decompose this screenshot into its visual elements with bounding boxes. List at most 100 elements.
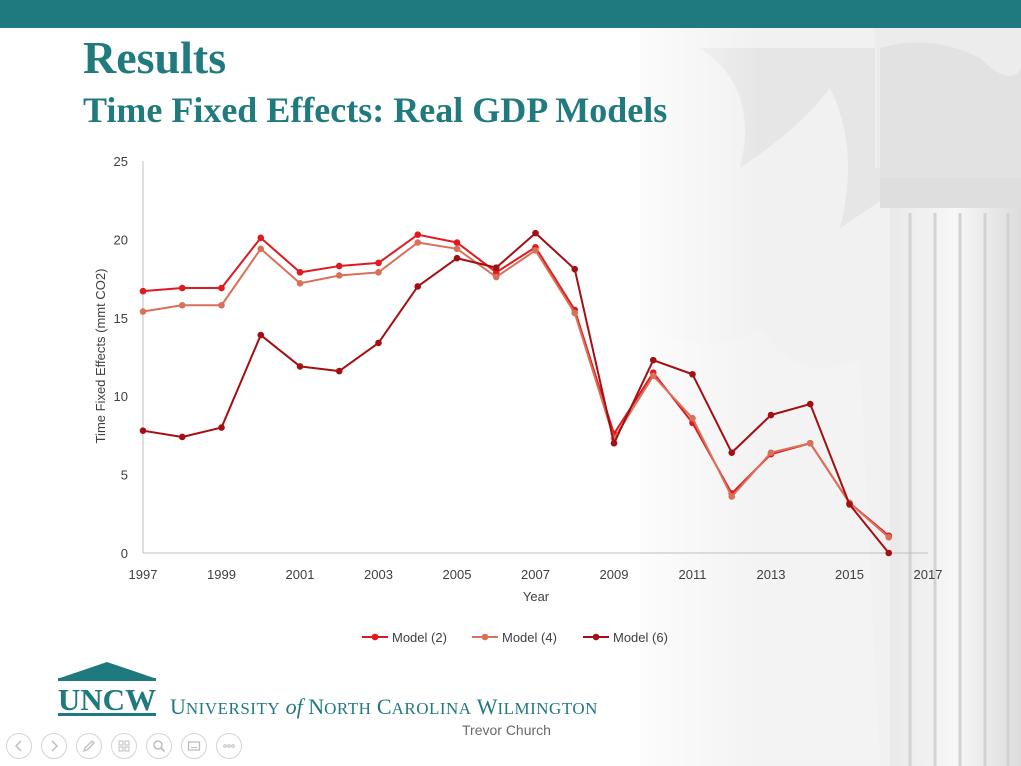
data-point bbox=[885, 549, 893, 557]
data-point bbox=[414, 231, 422, 238]
data-point bbox=[689, 414, 696, 422]
legend-item: Model (4) bbox=[472, 630, 557, 645]
x-tick-label: 2001 bbox=[286, 567, 315, 582]
data-point bbox=[806, 439, 814, 447]
more-options-button[interactable] bbox=[216, 733, 242, 759]
y-tick-label: 0 bbox=[121, 546, 128, 561]
data-point bbox=[296, 363, 304, 370]
slide-subtitle: Time Fixed Effects: Real GDP Models bbox=[83, 90, 668, 130]
uncw-logo: UNCW bbox=[58, 662, 156, 717]
data-point bbox=[257, 331, 265, 339]
ellipsis-icon bbox=[223, 744, 235, 748]
chart-legend: Model (2) Model (4) Model (6) bbox=[362, 630, 668, 645]
presentation-toolbar bbox=[6, 733, 242, 761]
data-point bbox=[571, 309, 579, 317]
chevron-right-icon bbox=[51, 740, 59, 752]
legend-swatch-marker bbox=[481, 633, 489, 641]
presenter-name: Trevor Church bbox=[462, 722, 551, 738]
magnifier-icon bbox=[153, 740, 166, 753]
data-point bbox=[649, 356, 657, 364]
top-accent-bar bbox=[0, 0, 1021, 28]
data-point bbox=[178, 433, 186, 441]
data-point bbox=[492, 269, 500, 276]
y-axis: 0 5 10 15 20 25 bbox=[114, 154, 144, 561]
y-tick-label: 5 bbox=[121, 468, 128, 483]
data-point bbox=[335, 367, 343, 375]
legend-label: Model (6) bbox=[613, 630, 668, 645]
legend-label: Model (2) bbox=[392, 630, 447, 645]
see-all-slides-button[interactable] bbox=[111, 733, 137, 759]
data-point bbox=[610, 439, 618, 447]
data-point bbox=[218, 301, 225, 309]
data-point bbox=[532, 229, 539, 237]
data-point bbox=[492, 273, 500, 281]
data-point bbox=[846, 501, 853, 508]
pediment-icon bbox=[60, 662, 154, 678]
legend-item: Model (2) bbox=[362, 630, 447, 645]
zoom-button[interactable] bbox=[146, 733, 172, 759]
pen-tool-button[interactable] bbox=[76, 733, 102, 759]
x-axis: 1997 1999 2001 2003 2005 2007 2009 2011 2013 2015… bbox=[129, 552, 943, 582]
data-point bbox=[806, 400, 814, 408]
data-point bbox=[414, 239, 422, 246]
data-point bbox=[767, 449, 775, 456]
data-point bbox=[218, 284, 225, 292]
pen-icon bbox=[82, 740, 95, 753]
legend-swatch-marker bbox=[371, 633, 379, 641]
data-point bbox=[335, 272, 343, 279]
logo-mark: UNCW bbox=[58, 682, 156, 717]
legend-item: Model (6) bbox=[583, 630, 668, 645]
data-point bbox=[571, 265, 579, 273]
data-point bbox=[178, 284, 186, 292]
data-point bbox=[218, 424, 225, 431]
series-model-6 bbox=[139, 229, 893, 557]
series-model-4 bbox=[139, 239, 893, 541]
data-point bbox=[885, 534, 893, 541]
data-point bbox=[728, 493, 736, 500]
x-tick-label: 2009 bbox=[600, 567, 629, 582]
x-tick-label: 2013 bbox=[757, 567, 786, 582]
screen-icon bbox=[187, 741, 201, 751]
y-tick-label: 20 bbox=[114, 232, 128, 247]
previous-slide-button[interactable] bbox=[6, 733, 32, 759]
x-tick-label: 2015 bbox=[835, 567, 864, 582]
x-tick-label: 1997 bbox=[129, 567, 158, 582]
x-tick-label: 1999 bbox=[207, 567, 236, 582]
data-point bbox=[296, 269, 304, 276]
data-point bbox=[453, 245, 461, 253]
data-point bbox=[767, 411, 775, 419]
subtitles-button[interactable] bbox=[181, 733, 207, 759]
data-point bbox=[532, 247, 539, 254]
series-line bbox=[142, 232, 890, 554]
next-slide-button[interactable] bbox=[41, 733, 67, 759]
slides-grid-icon bbox=[118, 740, 130, 752]
data-point bbox=[296, 280, 304, 287]
data-point bbox=[139, 427, 147, 434]
slide-title: Results bbox=[83, 32, 227, 83]
x-tick-label: 2011 bbox=[679, 567, 707, 582]
data-point bbox=[139, 287, 147, 295]
x-tick-label: 2017 bbox=[914, 567, 943, 582]
y-tick-label: 15 bbox=[114, 311, 128, 326]
chevron-left-icon bbox=[14, 740, 22, 752]
data-point bbox=[414, 283, 422, 290]
data-point bbox=[257, 234, 265, 242]
data-point bbox=[728, 449, 736, 456]
university-name: UNIVERSITY of NORTH CAROLINA WILMINGTON bbox=[170, 694, 598, 719]
x-axis-title: Year bbox=[523, 589, 550, 604]
series-model-2 bbox=[139, 231, 893, 540]
data-point bbox=[649, 372, 657, 380]
data-point bbox=[375, 339, 382, 347]
plot-series bbox=[139, 229, 893, 557]
legend-label: Model (4) bbox=[502, 630, 557, 645]
data-point bbox=[453, 239, 461, 246]
data-point bbox=[335, 262, 343, 270]
series-line bbox=[142, 233, 890, 537]
y-tick-label: 25 bbox=[114, 154, 128, 169]
y-axis-title: Time Fixed Effects (mmt CO2) bbox=[93, 269, 108, 444]
data-point bbox=[139, 308, 147, 315]
data-point bbox=[178, 301, 186, 309]
data-point bbox=[375, 259, 382, 267]
